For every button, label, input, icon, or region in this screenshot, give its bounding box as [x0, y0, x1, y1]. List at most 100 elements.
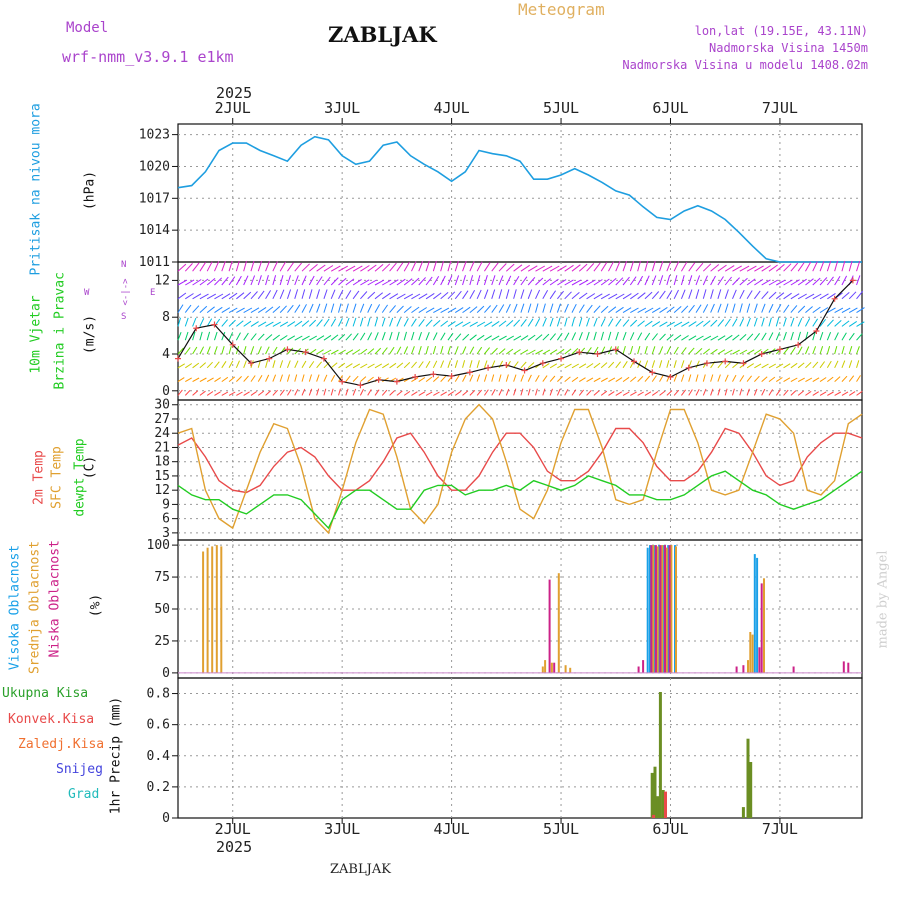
wind-barb: [410, 331, 415, 341]
wind-barb: [250, 375, 256, 382]
wind-barb: [593, 362, 601, 369]
wind-barb: [185, 279, 195, 286]
wind-barb: [360, 279, 370, 286]
precip-bar: [656, 796, 660, 818]
wind-barb: [564, 348, 572, 355]
wind-barb: [484, 389, 489, 396]
wind-barb: [206, 261, 213, 272]
wind-barb: [578, 347, 586, 355]
wind-barb: [702, 374, 706, 382]
wind-barb: [338, 349, 346, 355]
day-label-top: 2JUL: [215, 99, 251, 117]
wind-barb: [856, 290, 864, 300]
wind-barb: [469, 306, 478, 313]
cloud-bar: [564, 665, 567, 673]
wind-barb: [250, 391, 257, 396]
wind-barb: [185, 377, 192, 383]
wind-barb: [352, 317, 357, 327]
wind-barb: [622, 261, 628, 272]
cloud-bar: [670, 545, 673, 673]
wind-barb: [279, 261, 286, 272]
wind-barb: [739, 289, 745, 300]
wind-barb: [841, 307, 851, 314]
wind-barb: [841, 275, 848, 286]
wind-barb: [338, 277, 347, 286]
wind-barb: [484, 305, 491, 313]
wind-speed-marker: [357, 382, 364, 389]
wind-barb: [644, 320, 653, 327]
wind-barb: [542, 362, 550, 369]
wind-barb: [257, 374, 263, 382]
wind-barb: [826, 360, 832, 369]
wind-speed-marker: [594, 351, 601, 357]
wind-speed-marker: [576, 349, 583, 356]
wind-barb: [418, 318, 425, 327]
wind-barb: [301, 335, 310, 341]
wind-barb: [199, 377, 207, 383]
wind-barb: [250, 360, 254, 368]
wind-barb: [177, 292, 187, 300]
wind-barb: [192, 293, 202, 300]
wind-barb: [447, 260, 452, 272]
wind-barb: [608, 361, 615, 369]
wind-barb: [418, 293, 428, 300]
wind-barb: [805, 318, 811, 327]
temperature-ytick-label: 27: [154, 412, 170, 427]
wind-barb: [739, 318, 745, 327]
wind-barb: [615, 293, 625, 300]
wind-barb: [520, 303, 525, 313]
wind-barb: [272, 360, 276, 368]
wind-barb: [309, 348, 317, 355]
cloud-bar: [642, 660, 645, 673]
wind-barb: [250, 321, 259, 327]
wind-barb: [797, 317, 803, 327]
wind-barb: [367, 363, 375, 369]
wind-barb: [462, 261, 467, 272]
wind-barb: [688, 389, 693, 396]
cloud-bar: [206, 547, 209, 673]
wind-barb: [535, 374, 540, 382]
wind-barb: [345, 333, 352, 341]
wind-speed-marker: [412, 374, 419, 380]
wind-barb: [768, 279, 779, 286]
wind-barb: [542, 289, 549, 300]
wind-barb: [834, 391, 842, 396]
wind-barb: [476, 321, 486, 327]
wind-barb: [593, 346, 599, 355]
wind-barb: [513, 374, 517, 382]
wind-barb: [177, 377, 185, 383]
wind-barb: [848, 291, 857, 300]
wind-barb: [695, 275, 701, 286]
wind-barb: [199, 390, 206, 396]
wind-barb: [265, 334, 273, 341]
wind-barb: [607, 331, 612, 341]
wind-barb: [374, 304, 381, 313]
wind-barb: [286, 275, 291, 286]
model-name: wrf-nmm_v3.9.1 e1km: [62, 48, 234, 66]
wind-barb: [396, 317, 401, 327]
wind-barb: [651, 391, 659, 396]
wind-barb: [206, 293, 217, 300]
wind-barb: [629, 360, 635, 369]
wind-barb: [199, 262, 207, 272]
precip-bar: [661, 790, 665, 818]
wind-barb: [498, 348, 506, 355]
wind-barb: [279, 389, 285, 396]
wind-barb: [549, 333, 556, 341]
wind-barb: [513, 319, 521, 327]
wind-barb: [783, 363, 791, 369]
wind-barb: [688, 275, 693, 286]
precip-bar: [650, 772, 654, 818]
wind-barb: [761, 279, 771, 286]
precip-bar: [653, 766, 657, 818]
wind-barb: [389, 390, 395, 396]
wind-barb: [411, 346, 415, 355]
wind-barb: [775, 292, 785, 300]
wind-barb: [586, 317, 590, 327]
temperature-ytick-label: 12: [154, 483, 170, 498]
wind-barb: [753, 317, 758, 327]
wind-barb: [848, 375, 855, 382]
wind-barb: [228, 260, 233, 272]
wind-barb: [418, 361, 424, 369]
wind-barb: [338, 388, 341, 396]
